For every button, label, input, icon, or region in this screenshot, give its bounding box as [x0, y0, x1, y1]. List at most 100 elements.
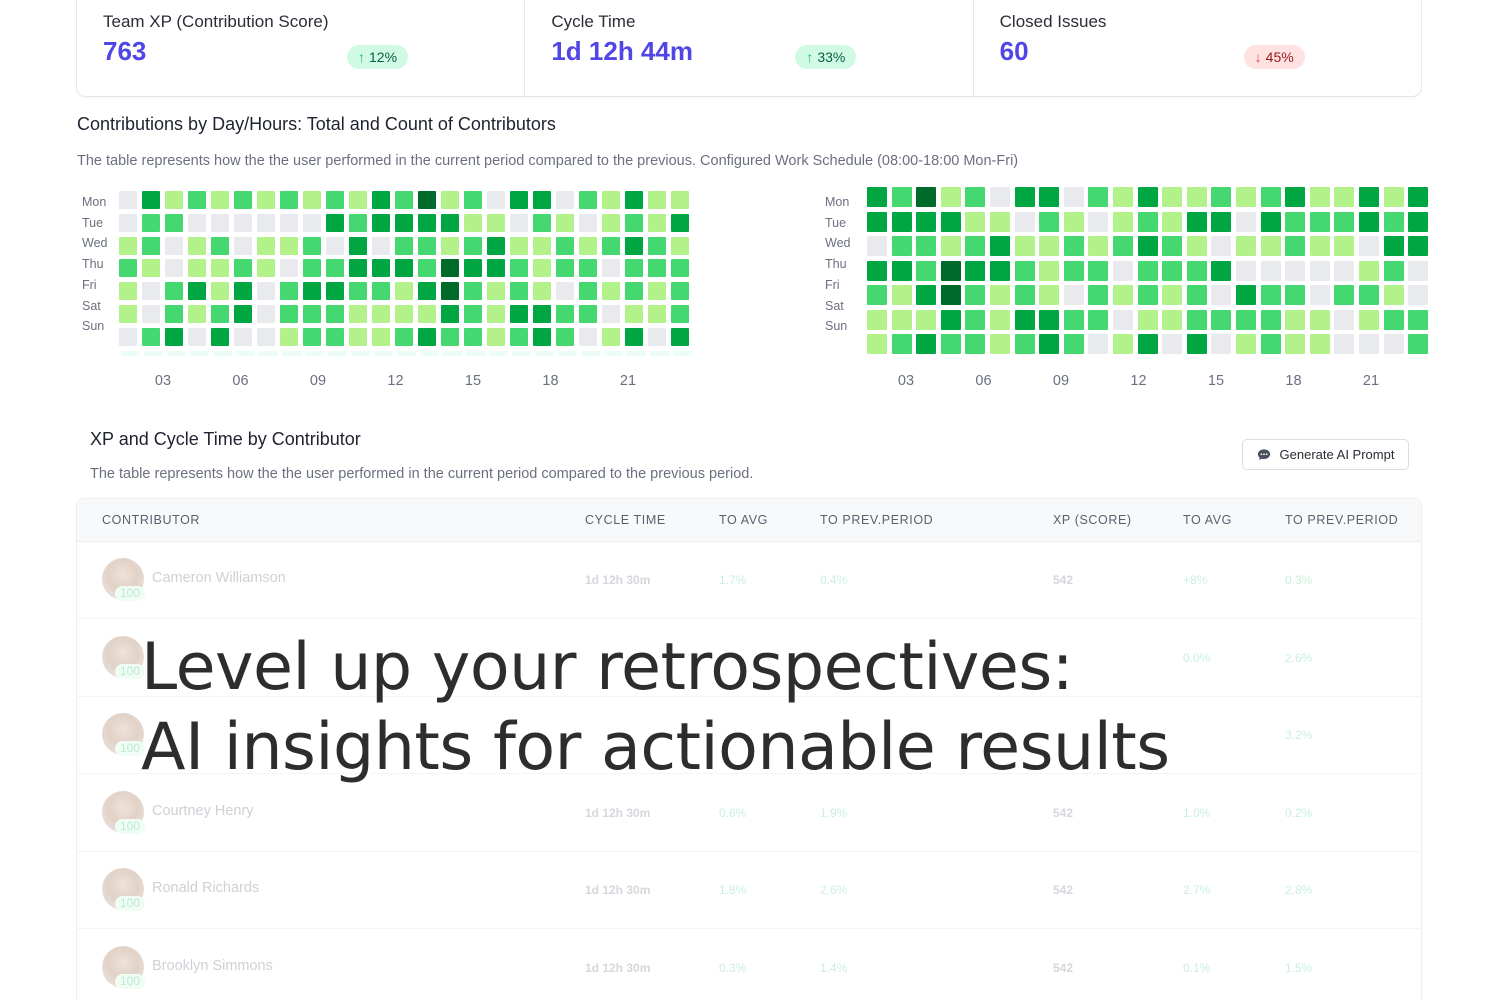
heatmap-cell[interactable] — [326, 305, 344, 323]
heatmap-cell[interactable] — [579, 213, 597, 232]
heatmap-cell[interactable] — [211, 191, 229, 209]
heatmap-cell[interactable] — [916, 187, 937, 207]
heatmap-cell[interactable] — [487, 282, 505, 301]
heatmap-cell[interactable] — [602, 327, 620, 346]
heatmap-cell[interactable] — [487, 327, 505, 346]
heatmap-cell[interactable] — [1383, 187, 1404, 207]
heatmap-cell[interactable] — [1285, 260, 1306, 281]
heatmap-cell[interactable] — [533, 213, 551, 232]
heatmap-cell[interactable] — [1063, 211, 1084, 232]
heatmap-cell[interactable] — [867, 334, 887, 354]
table-row[interactable]: 100 Ronald Richards 1d 12h 30m 1.8% 2.6% 542 2… — [77, 852, 1421, 929]
heatmap-cell[interactable] — [487, 213, 505, 232]
heatmap-cell[interactable] — [916, 260, 937, 281]
heatmap-cell[interactable] — [441, 236, 459, 255]
heatmap-cell[interactable] — [234, 327, 252, 346]
table-row[interactable]: 100 Cameron Williamson 1d 12h 30m 1.7% 0.4% 5… — [77, 542, 1421, 619]
heatmap-cell[interactable] — [1137, 260, 1158, 281]
heatmap-cell[interactable] — [1186, 309, 1207, 330]
heatmap-cell[interactable] — [1113, 309, 1133, 330]
heatmap-cell[interactable] — [326, 236, 344, 255]
heatmap-cell[interactable] — [1014, 334, 1035, 354]
heatmap-cell[interactable] — [965, 211, 986, 232]
heatmap-cell[interactable] — [867, 236, 887, 256]
heatmap-cell[interactable] — [891, 260, 912, 281]
heatmap-cell[interactable] — [867, 309, 887, 330]
heatmap-cell[interactable] — [671, 191, 689, 209]
heatmap-cell[interactable] — [1408, 211, 1429, 232]
heatmap-cell[interactable] — [142, 327, 160, 346]
heatmap-cell[interactable] — [648, 213, 666, 232]
heatmap-cell[interactable] — [464, 213, 482, 232]
heatmap-cell[interactable] — [1162, 211, 1183, 232]
heatmap-cell[interactable] — [211, 259, 229, 278]
heatmap-cell[interactable] — [625, 305, 643, 323]
heatmap-cell[interactable] — [1309, 236, 1330, 256]
heatmap-cell[interactable] — [418, 305, 436, 323]
heatmap-cell[interactable] — [602, 236, 620, 255]
heatmap-cell[interactable] — [556, 213, 574, 232]
heatmap-cell[interactable] — [441, 213, 459, 232]
heatmap-cell[interactable] — [1285, 334, 1306, 354]
heatmap-cell[interactable] — [1211, 285, 1232, 305]
table-row[interactable]: 100 Courtney Henry 1d 12h 30m 0.6% 1.9% 542 1.… — [77, 775, 1421, 852]
heatmap-cell[interactable] — [1113, 211, 1133, 232]
heatmap-cell[interactable] — [1285, 285, 1306, 305]
heatmap-cell[interactable] — [1285, 187, 1306, 207]
heatmap-cell[interactable] — [464, 327, 482, 346]
heatmap-cell[interactable] — [1236, 260, 1256, 281]
heatmap-cell[interactable] — [280, 282, 298, 301]
heatmap-cell[interactable] — [1309, 334, 1330, 354]
heatmap-cell[interactable] — [487, 191, 505, 209]
heatmap-cell[interactable] — [165, 213, 183, 232]
heatmap-cell[interactable] — [188, 259, 206, 278]
heatmap-cell[interactable] — [165, 236, 183, 255]
column-header-cycle-time[interactable]: CYCLE TIME — [585, 513, 666, 527]
heatmap-cell[interactable] — [372, 305, 390, 323]
heatmap-cell[interactable] — [188, 327, 206, 346]
contributor-name[interactable]: Ronald Richards — [152, 880, 260, 896]
heatmap-cell[interactable] — [940, 236, 961, 256]
heatmap-cell[interactable] — [1162, 187, 1183, 207]
heatmap-cell[interactable] — [395, 282, 413, 301]
heatmap-cell[interactable] — [1309, 211, 1330, 232]
heatmap-cell[interactable] — [211, 213, 229, 232]
heatmap-cell[interactable] — [1236, 236, 1256, 256]
heatmap-cell[interactable] — [990, 334, 1010, 354]
column-header-contributor[interactable]: CONTRIBUTOR — [102, 513, 201, 527]
heatmap-cell[interactable] — [510, 213, 528, 232]
heatmap-cell[interactable] — [303, 236, 321, 255]
heatmap-cell[interactable] — [372, 213, 390, 232]
heatmap-cell[interactable] — [1211, 187, 1232, 207]
heatmap-cell[interactable] — [1334, 187, 1355, 207]
heatmap-cell[interactable] — [211, 282, 229, 301]
heatmap-cell[interactable] — [1309, 285, 1330, 305]
heatmap-cell[interactable] — [1260, 285, 1281, 305]
heatmap-cell[interactable] — [303, 191, 321, 209]
heatmap-cell[interactable] — [533, 305, 551, 323]
heatmap-cell[interactable] — [188, 236, 206, 255]
heatmap-cell[interactable] — [234, 282, 252, 301]
heatmap-cell[interactable] — [1408, 187, 1429, 207]
heatmap-cell[interactable] — [965, 309, 986, 330]
heatmap-cell[interactable] — [867, 187, 887, 207]
heatmap-cell[interactable] — [1260, 334, 1281, 354]
heatmap-cell[interactable] — [257, 191, 275, 209]
heatmap-cell[interactable] — [349, 236, 367, 255]
heatmap-cell[interactable] — [257, 236, 275, 255]
heatmap-cell[interactable] — [1260, 236, 1281, 256]
heatmap-cell[interactable] — [1260, 260, 1281, 281]
heatmap-cell[interactable] — [1260, 187, 1281, 207]
heatmap-cell[interactable] — [891, 285, 912, 305]
heatmap-cell[interactable] — [1211, 236, 1232, 256]
heatmap-cell[interactable] — [257, 327, 275, 346]
heatmap-cell[interactable] — [510, 305, 528, 323]
heatmap-cell[interactable] — [1408, 236, 1429, 256]
heatmap-cell[interactable] — [1186, 187, 1207, 207]
heatmap-cell[interactable] — [326, 282, 344, 301]
heatmap-cell[interactable] — [916, 285, 937, 305]
heatmap-cell[interactable] — [625, 282, 643, 301]
heatmap-cell[interactable] — [257, 305, 275, 323]
contributor-name[interactable]: Brooklyn Simmons — [152, 957, 273, 974]
heatmap-cell[interactable] — [990, 309, 1010, 330]
